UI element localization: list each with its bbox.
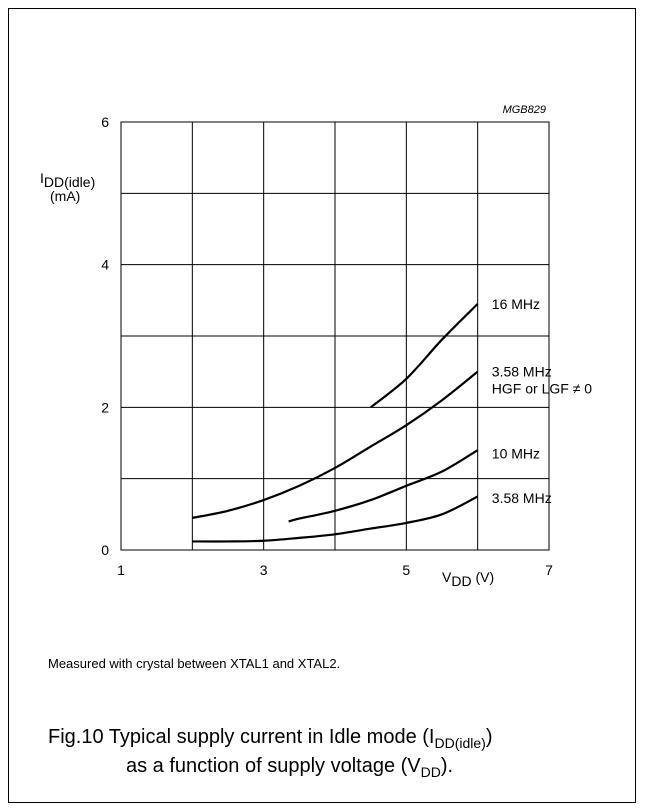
chart-grid [121, 122, 549, 550]
caption-line-1: Fig.10 Typical supply current in Idle mo… [48, 726, 493, 751]
y-axis-unit: (mA) [50, 188, 80, 204]
figure-code-label: MGB829 [503, 104, 546, 116]
curve-label: 3.58 MHz [492, 364, 552, 380]
tick-labels: 0 2 4 6 1 3 5 7 [101, 114, 553, 578]
series-line [192, 495, 479, 543]
caption-line-2: as a function of supply voltage (VDD). [126, 755, 454, 780]
y-tick-label: 2 [101, 399, 109, 415]
x-tick-label: 3 [260, 562, 268, 578]
measurement-note: Measured with crystal between XTAL1 and … [48, 656, 341, 671]
chart-series [192, 303, 479, 543]
x-tick-label: 1 [117, 562, 125, 578]
curve-label: HGF or LGF ≠ 0 [492, 381, 592, 397]
figure-caption: Fig.10 Typical supply current in Idle mo… [48, 723, 493, 781]
y-tick-label: 0 [101, 542, 109, 558]
plot-area [120, 121, 550, 551]
curve-label: 16 MHz [492, 296, 540, 312]
series-line [288, 449, 479, 523]
series-line [369, 303, 479, 409]
y-axis-label: IDD(idle) [40, 170, 95, 190]
x-tick-label: 5 [402, 562, 410, 578]
y-tick-label: 4 [101, 257, 109, 273]
curve-label: 10 MHz [492, 446, 540, 462]
figure-frame [8, 8, 636, 803]
x-tick-label: 7 [545, 562, 553, 578]
y-tick-label: 6 [101, 114, 109, 130]
series-line [192, 370, 479, 519]
curve-label: 3.58 MHz [492, 490, 552, 506]
x-axis-label: VDD (V) [442, 569, 494, 589]
